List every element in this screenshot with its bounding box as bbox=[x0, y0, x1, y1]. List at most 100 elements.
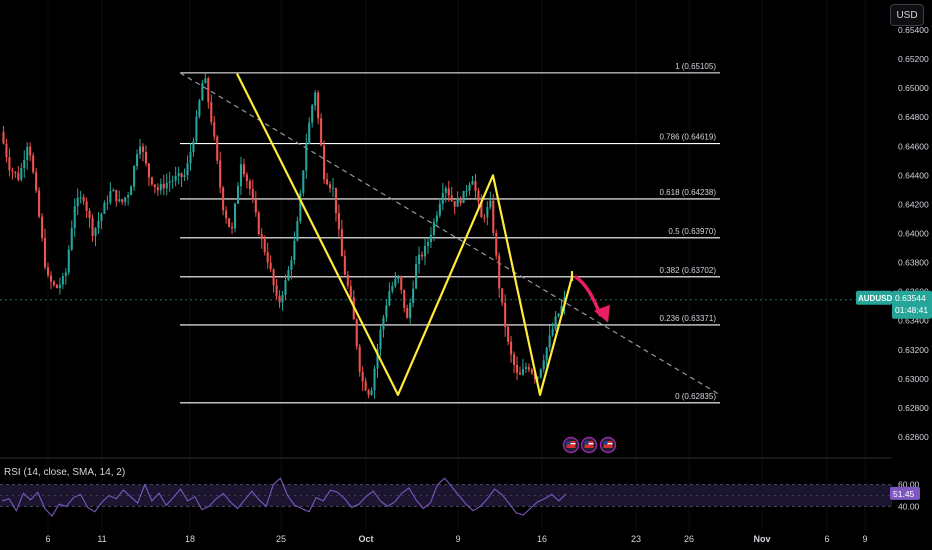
candle-body bbox=[138, 146, 142, 155]
candle-body bbox=[204, 78, 207, 84]
candle-body bbox=[17, 172, 20, 180]
w-pattern-drawing[interactable] bbox=[236, 73, 574, 396]
candle-body bbox=[498, 255, 501, 289]
flag-stripe bbox=[584, 443, 594, 445]
candle-body bbox=[560, 305, 563, 314]
candle-body bbox=[477, 190, 480, 202]
price-axis-label: 0.63400 bbox=[898, 316, 929, 326]
flag-us-icon[interactable] bbox=[562, 436, 580, 454]
candle-body bbox=[192, 141, 195, 152]
candle-body bbox=[260, 234, 263, 239]
candle-body bbox=[263, 238, 266, 253]
candle-body bbox=[8, 157, 11, 171]
candle-body bbox=[103, 203, 106, 214]
candle-body bbox=[14, 171, 17, 173]
candle-body bbox=[308, 122, 311, 144]
candle-body bbox=[373, 368, 376, 391]
candle-body bbox=[88, 210, 91, 219]
projection-arrow-head[interactable] bbox=[594, 304, 610, 323]
candle-body bbox=[293, 240, 296, 261]
rsi-line bbox=[1, 477, 567, 517]
rsi-pane: 60.00 40.00 51.45 bbox=[0, 477, 920, 517]
candle-body bbox=[35, 172, 38, 191]
price-axis-label: 0.63200 bbox=[898, 345, 929, 355]
flag-canton bbox=[603, 441, 608, 445]
candle-body bbox=[444, 188, 447, 193]
candle-body bbox=[447, 188, 450, 196]
time-axis-label: 23 bbox=[631, 534, 641, 544]
trendline[interactable] bbox=[179, 72, 721, 396]
candle-body bbox=[174, 176, 177, 181]
candle-body bbox=[156, 187, 159, 191]
candle-body bbox=[2, 131, 5, 144]
time-axis-label: Oct bbox=[358, 534, 373, 544]
rsi-lower-label: 40.00 bbox=[898, 501, 920, 511]
candle-body bbox=[331, 187, 335, 189]
time-axis-label: 6 bbox=[45, 534, 50, 544]
candle-body bbox=[343, 256, 346, 275]
candle-body bbox=[100, 213, 103, 221]
candle-body bbox=[501, 288, 504, 303]
candle-body bbox=[320, 118, 323, 146]
candle-body bbox=[459, 197, 462, 204]
flag-us-icon[interactable] bbox=[599, 436, 617, 454]
candle-body bbox=[109, 191, 112, 203]
candle-body bbox=[58, 284, 61, 289]
price-axis-label: 0.64800 bbox=[898, 112, 929, 122]
candle-body bbox=[524, 367, 527, 370]
time-axis-label: 16 bbox=[537, 534, 547, 544]
candle-body bbox=[367, 390, 370, 395]
price-axis-label: 0.64600 bbox=[898, 141, 929, 151]
candle-body bbox=[513, 354, 516, 366]
currency-button[interactable]: USD bbox=[890, 4, 924, 26]
candle-body bbox=[213, 122, 216, 137]
candle-body bbox=[112, 189, 115, 192]
flag-red bbox=[566, 441, 576, 448]
candle-body bbox=[370, 390, 373, 395]
candle-body bbox=[239, 164, 242, 187]
candle-body bbox=[486, 207, 489, 218]
candle-body bbox=[251, 189, 254, 200]
candle-body bbox=[432, 221, 435, 235]
candle-body bbox=[159, 183, 162, 191]
rsi-upper-label: 60.00 bbox=[898, 480, 920, 490]
candle-body bbox=[127, 195, 130, 198]
candle-body bbox=[474, 180, 477, 191]
candlesticks bbox=[2, 73, 566, 399]
candle-body bbox=[76, 197, 79, 207]
candle-body bbox=[153, 184, 156, 188]
time-axis-label: 26 bbox=[684, 534, 694, 544]
projection-arrow[interactable] bbox=[570, 271, 610, 323]
price-axis[interactable]: 0.65400 0.65200 0.65000 0.64800 0.64600 0.644… bbox=[898, 25, 929, 442]
candle-body bbox=[539, 369, 542, 378]
economic-events[interactable] bbox=[562, 436, 617, 454]
time-axis-label: 11 bbox=[97, 534, 106, 544]
candle-body bbox=[85, 201, 88, 211]
candle-body bbox=[361, 371, 364, 382]
candle-body bbox=[314, 92, 317, 106]
fibonacci-retracement[interactable]: 1 (0.65105) 0.786 (0.64619) 0.618 (0.64238… bbox=[180, 62, 720, 404]
candle-body bbox=[248, 180, 251, 190]
candle-body bbox=[150, 177, 153, 185]
candle-body bbox=[183, 175, 186, 178]
candle-body bbox=[29, 146, 32, 156]
time-axis[interactable]: 6 11 18 25 Oct 9 16 23 26 Nov 6 9 bbox=[45, 534, 867, 544]
candle-body bbox=[162, 183, 165, 189]
flag-us-icon[interactable] bbox=[580, 436, 598, 454]
candle-body bbox=[186, 163, 189, 176]
candle-body bbox=[385, 305, 388, 318]
candle-body bbox=[379, 329, 382, 350]
candle-body bbox=[141, 146, 145, 152]
candle-body bbox=[518, 372, 522, 375]
candle-body bbox=[79, 197, 82, 199]
candle-body bbox=[296, 221, 299, 241]
price-axis-label: 0.65200 bbox=[898, 54, 929, 64]
candle-body bbox=[177, 173, 180, 177]
candle-body bbox=[61, 276, 64, 285]
fib-level-label: 1 (0.65105) bbox=[675, 62, 716, 71]
candle-body bbox=[358, 346, 361, 372]
candle-body bbox=[349, 285, 352, 298]
candle-body bbox=[483, 217, 486, 219]
